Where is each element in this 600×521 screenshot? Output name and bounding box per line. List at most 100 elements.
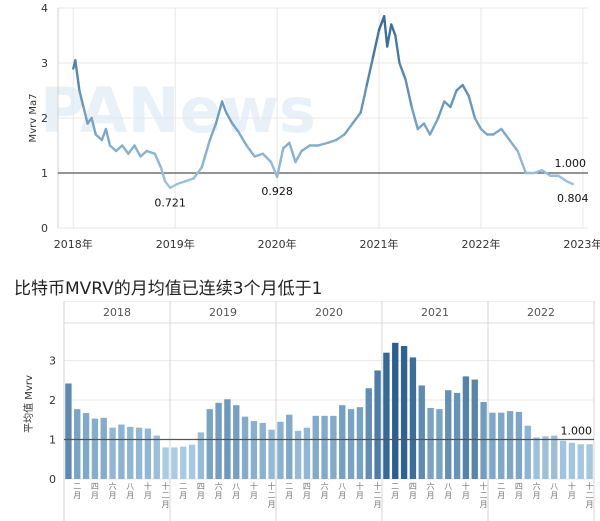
monthly-bar	[100, 417, 107, 479]
series-line-segment	[416, 122, 426, 131]
monthly-bar	[542, 436, 549, 479]
x-tick-label: 2021年	[360, 237, 399, 251]
series-line-segment	[443, 100, 452, 109]
series-line-segment	[208, 122, 218, 142]
series-line-segment	[382, 15, 389, 48]
monthly-bar	[339, 405, 346, 479]
series-line-segment	[390, 23, 397, 37]
month-label-char: 四	[197, 482, 205, 491]
month-label: 六月	[321, 481, 329, 500]
monthly-bar	[65, 383, 72, 479]
monthly-bar	[321, 415, 328, 479]
point-annotation: 0.804	[557, 192, 589, 205]
y-tick-label: 0	[49, 473, 56, 486]
month-label: 十月	[356, 481, 364, 500]
monthly-bar	[206, 409, 213, 479]
y-tick-label: 2	[41, 112, 48, 125]
monthly-bar	[436, 409, 443, 479]
series-line-segment	[316, 141, 330, 147]
month-label-char: 十	[144, 481, 152, 491]
y-tick-label: 3	[49, 355, 56, 368]
month-label-char: 十	[374, 481, 382, 491]
monthly-bar	[524, 425, 531, 479]
month-label: 八月	[444, 482, 452, 500]
month-label: 八月	[126, 482, 134, 500]
series-line-segment	[282, 141, 291, 150]
monthly-bar	[286, 414, 293, 479]
series-line-segment	[436, 100, 446, 120]
mvrv-monthly-bar-chart: PAData0123平均值 Mvrv2018二月四月六月八月十月十二月2019二…	[22, 301, 595, 521]
month-label-char: 月	[533, 491, 541, 500]
year-label: 2019	[209, 306, 237, 319]
monthly-bar	[180, 446, 187, 479]
month-label-char: 月	[427, 491, 435, 500]
month-label-char: 月	[109, 491, 117, 500]
monthly-bar	[533, 437, 540, 479]
monthly-bar	[515, 411, 523, 479]
month-label-char: 二	[179, 482, 187, 491]
monthly-bar	[91, 418, 99, 479]
monthly-bar	[233, 405, 240, 479]
monthly-bar	[215, 402, 222, 479]
monthly-bar	[171, 447, 178, 479]
month-label-char: 月	[391, 491, 399, 500]
monthly-bar	[82, 413, 90, 479]
month-label-char: 十	[162, 481, 170, 491]
month-label-char: 十	[268, 481, 276, 491]
point-annotation: 0.721	[154, 196, 186, 209]
monthly-bar	[277, 421, 284, 479]
year-label: 2022	[527, 306, 555, 319]
series-line-segment	[565, 180, 574, 186]
series-line-segment	[404, 78, 413, 109]
year-label: 2020	[315, 306, 343, 319]
series-line-segment	[104, 127, 112, 147]
series-line-segment	[139, 149, 148, 158]
month-label: 八月	[338, 482, 346, 500]
y-axis-label: 平均值 Mvrv	[22, 375, 35, 433]
month-label: 十月	[568, 481, 576, 500]
monthly-bar	[127, 426, 134, 479]
month-label-char: 四	[303, 482, 311, 491]
x-tick-label: 2019年	[156, 237, 195, 251]
series-line-segment	[422, 122, 432, 136]
series-line-segment	[386, 23, 393, 48]
month-label-char: 四	[409, 482, 417, 491]
x-tick-label: 2018年	[54, 237, 93, 251]
month-label: 四月	[303, 482, 311, 500]
month-label-char: 月	[321, 491, 329, 500]
monthly-bar	[577, 444, 584, 479]
series-line-segment	[326, 138, 338, 144]
series-line-segment	[74, 59, 81, 92]
month-label: 八月	[550, 482, 558, 500]
monthly-bar	[330, 415, 337, 479]
series-line-segment	[275, 147, 285, 179]
month-label: 四月	[91, 482, 99, 500]
monthly-bar	[312, 415, 319, 479]
series-line-segment	[94, 133, 104, 142]
series-line-segment	[90, 116, 97, 136]
series-line-segment	[500, 127, 511, 142]
reference-line-label: 1.000	[561, 425, 593, 438]
month-label-char: 月	[550, 491, 558, 500]
month-label-char: 月	[586, 500, 594, 509]
monthly-bar	[250, 420, 258, 479]
month-label-char: 八	[444, 482, 452, 491]
month-label-char: 月	[497, 491, 505, 500]
series-line-segment	[78, 89, 85, 109]
series-line-segment	[410, 105, 419, 131]
monthly-bar	[144, 428, 152, 479]
monthly-bar	[241, 416, 249, 479]
month-label-char: 月	[444, 491, 452, 500]
series-line-segment	[224, 111, 234, 125]
month-label: 十月	[462, 481, 470, 500]
month-label-char: 月	[303, 491, 311, 500]
monthly-bar	[188, 444, 196, 479]
monthly-bar	[427, 407, 434, 479]
series-line-segment	[540, 169, 552, 177]
series-line-segment	[300, 144, 311, 153]
month-label: 十二月	[162, 481, 170, 509]
series-line-segment	[371, 28, 381, 59]
month-label-char: 月	[285, 491, 293, 500]
month-label-char: 六	[109, 481, 117, 491]
